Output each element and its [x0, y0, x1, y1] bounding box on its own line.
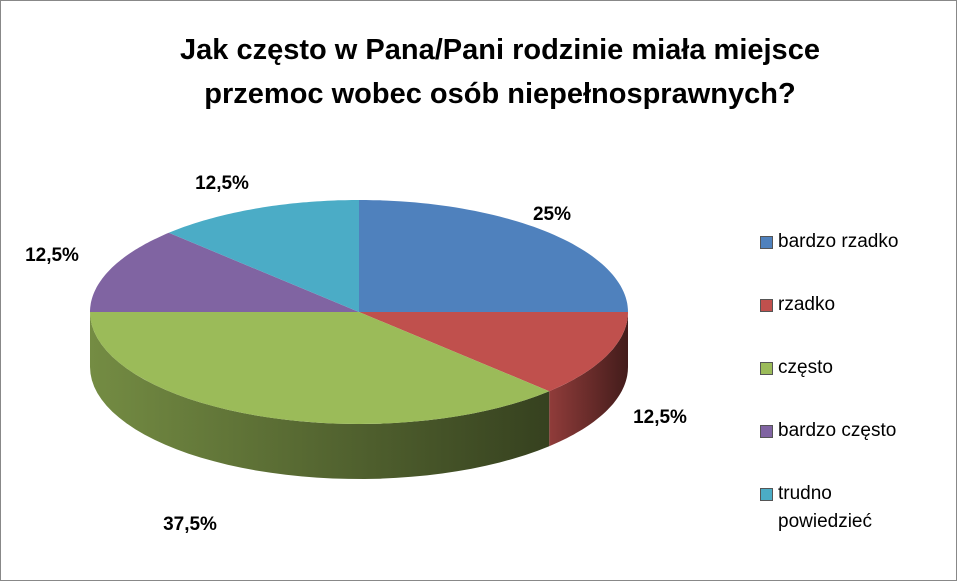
- slice: [359, 200, 628, 312]
- slice-side: [549, 312, 628, 447]
- slice: [90, 312, 550, 424]
- legend-item: trudno powiedzieć: [760, 480, 950, 543]
- chart-title: Jak często w Pana/Pani rodzinie miała mi…: [180, 34, 820, 110]
- slice: [359, 312, 628, 392]
- legend-label: bardzo rzadko: [778, 231, 899, 252]
- legend: bardzo rzadko rzadko często bardzo często tr…: [760, 228, 950, 543]
- legend-item: bardzo często: [760, 417, 950, 480]
- data-label: 37,5%: [163, 514, 217, 535]
- legend-item: rzadko: [760, 291, 950, 354]
- legend-label: bardzo często: [778, 420, 897, 441]
- slice: [168, 200, 359, 312]
- legend-label: często: [778, 357, 833, 378]
- data-label: 12,5%: [195, 173, 249, 194]
- legend-item: bardzo rzadko: [760, 228, 950, 291]
- legend-label: rzadko: [778, 294, 836, 315]
- slice-side: [90, 312, 550, 479]
- legend-swatch: [760, 299, 773, 312]
- legend-label: trudno powiedzieć: [778, 483, 872, 532]
- legend-swatch: [760, 236, 773, 249]
- legend-swatch: [760, 425, 773, 438]
- data-label: 12,5%: [25, 245, 79, 266]
- legend-swatch: [760, 362, 773, 375]
- slice: [90, 232, 359, 312]
- legend-swatch: [760, 488, 773, 501]
- data-label: 12,5%: [633, 407, 687, 428]
- data-label: 25%: [533, 204, 571, 225]
- legend-item: często: [760, 354, 950, 417]
